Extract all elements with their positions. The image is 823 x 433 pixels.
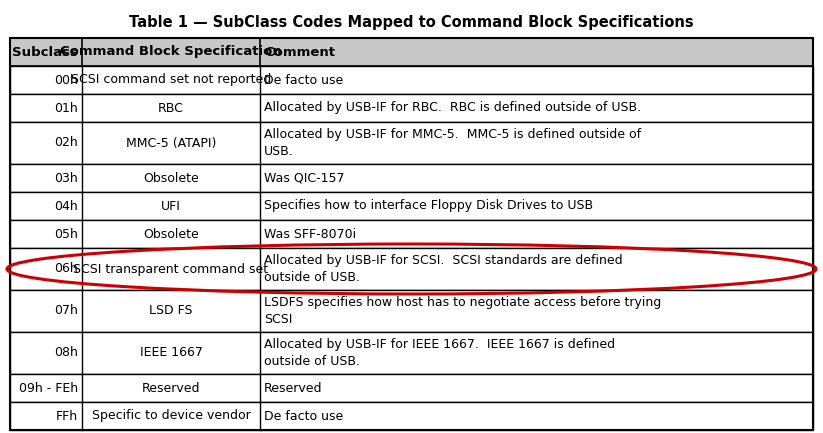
Text: Allocated by USB-IF for SCSI.  SCSI standards are defined
outside of USB.: Allocated by USB-IF for SCSI. SCSI stand… — [264, 254, 623, 284]
Text: UFI: UFI — [161, 200, 181, 213]
Bar — [10, 38, 813, 66]
Text: MMC-5 (ATAPI): MMC-5 (ATAPI) — [126, 136, 216, 149]
Text: Comment: Comment — [264, 45, 335, 58]
Bar — [10, 374, 813, 402]
Text: Subclass: Subclass — [12, 45, 78, 58]
Text: Was SFF-8070i: Was SFF-8070i — [264, 227, 356, 240]
Text: 01h: 01h — [54, 101, 78, 114]
Text: 06h: 06h — [54, 262, 78, 275]
Bar — [10, 402, 813, 430]
Bar — [10, 192, 813, 220]
Text: Was QIC-157: Was QIC-157 — [264, 171, 345, 184]
Bar — [10, 94, 813, 122]
Bar — [10, 122, 813, 164]
Text: Allocated by USB-IF for RBC.  RBC is defined outside of USB.: Allocated by USB-IF for RBC. RBC is defi… — [264, 101, 641, 114]
Text: 02h: 02h — [54, 136, 78, 149]
Text: 07h: 07h — [54, 304, 78, 317]
Bar — [10, 220, 813, 248]
Bar — [10, 248, 813, 290]
Text: RBC: RBC — [158, 101, 184, 114]
Text: SCSI command set not reported: SCSI command set not reported — [71, 74, 271, 87]
Text: 00h: 00h — [54, 74, 78, 87]
Text: Reserved: Reserved — [264, 381, 323, 394]
Text: 09h - FEh: 09h - FEh — [19, 381, 78, 394]
Text: Table 1 — SubClass Codes Mapped to Command Block Specifications: Table 1 — SubClass Codes Mapped to Comma… — [129, 14, 694, 29]
Bar — [10, 332, 813, 374]
Text: FFh: FFh — [56, 410, 78, 423]
Text: 08h: 08h — [54, 346, 78, 359]
Bar — [10, 290, 813, 332]
Text: Reserved: Reserved — [142, 381, 200, 394]
Text: 04h: 04h — [54, 200, 78, 213]
Text: IEEE 1667: IEEE 1667 — [140, 346, 202, 359]
Text: 03h: 03h — [54, 171, 78, 184]
Text: De facto use: De facto use — [264, 410, 343, 423]
Text: Specific to device vendor: Specific to device vendor — [91, 410, 250, 423]
Text: 05h: 05h — [54, 227, 78, 240]
Text: Specifies how to interface Floppy Disk Drives to USB: Specifies how to interface Floppy Disk D… — [264, 200, 593, 213]
Text: Allocated by USB-IF for MMC-5.  MMC-5 is defined outside of
USB.: Allocated by USB-IF for MMC-5. MMC-5 is … — [264, 128, 641, 158]
Text: De facto use: De facto use — [264, 74, 343, 87]
Bar — [10, 66, 813, 94]
Text: Allocated by USB-IF for IEEE 1667.  IEEE 1667 is defined
outside of USB.: Allocated by USB-IF for IEEE 1667. IEEE … — [264, 338, 615, 368]
Text: LSDFS specifies how host has to negotiate access before trying
SCSI: LSDFS specifies how host has to negotiat… — [264, 296, 661, 326]
Text: Command Block Specification: Command Block Specification — [60, 45, 281, 58]
Text: SCSI transparent command set: SCSI transparent command set — [73, 262, 268, 275]
Text: Obsolete: Obsolete — [143, 227, 199, 240]
Bar — [10, 164, 813, 192]
Text: Obsolete: Obsolete — [143, 171, 199, 184]
Text: LSD FS: LSD FS — [149, 304, 193, 317]
